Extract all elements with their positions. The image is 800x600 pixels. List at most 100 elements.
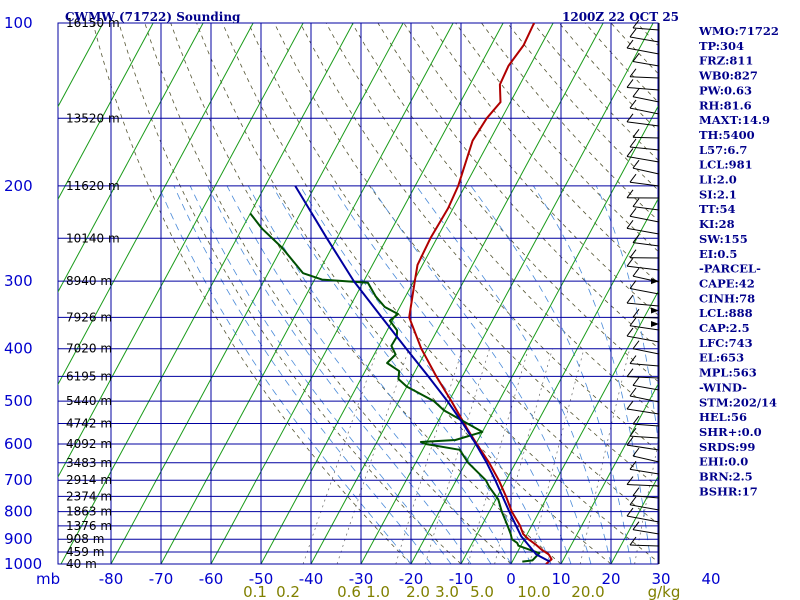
wind-pennant	[651, 278, 659, 285]
index-entry: CAPE:42	[699, 276, 755, 290]
wind-barb-flag	[626, 113, 634, 123]
wind-barb-flag	[626, 294, 634, 304]
isotherm	[560, 383, 658, 564]
wind-barb-flag	[626, 257, 634, 267]
height-label: 4742 m	[66, 417, 112, 431]
moist-adiabat	[470, 185, 632, 564]
index-entry: BRN:2.5	[699, 470, 753, 484]
mixing-ratio-line	[336, 348, 410, 564]
wind-barb	[629, 395, 660, 403]
index-entry: -PARCEL-	[699, 262, 761, 276]
isotherm	[110, 23, 404, 564]
height-label: 7020 m	[66, 342, 112, 356]
wind-barb	[632, 96, 660, 103]
index-entry: HEL:56	[699, 410, 747, 424]
wind-barb-flag	[632, 88, 640, 98]
wind-barb	[632, 455, 660, 463]
isotherm	[58, 23, 254, 386]
index-entry: STM:202/14	[699, 395, 777, 409]
wind-barb	[626, 444, 660, 451]
chart-title: CWMW (71722) Sounding	[65, 10, 241, 24]
height-label: 1863 m	[66, 505, 112, 519]
mixing-ratio-line	[395, 348, 463, 564]
height-label: 11620 m	[66, 179, 120, 193]
pressure-label: 100	[4, 14, 33, 32]
wind-barb-flag	[632, 53, 640, 62]
temperature-tick-label: -10	[449, 570, 474, 588]
index-entry: MPL:563	[699, 366, 757, 380]
height-label: 459 m	[66, 545, 104, 559]
wind-barb	[632, 60, 660, 67]
wind-barbs	[626, 19, 660, 564]
index-entry: SRDS:99	[699, 440, 755, 454]
isotherm	[160, 23, 454, 564]
index-entry: TH:5400	[699, 128, 755, 142]
wind-barb	[626, 47, 660, 55]
wind-barb-flag	[626, 436, 634, 446]
index-entry: EHI:0.0	[699, 455, 748, 469]
isotherm	[310, 23, 604, 564]
wind-barb	[626, 86, 660, 91]
mixing-ratio-line	[579, 348, 631, 564]
wind-barb	[626, 335, 660, 343]
temperature-tick-label: -60	[199, 570, 224, 588]
index-entry: -WIND-	[699, 380, 747, 394]
temperature-tick-label: -40	[299, 570, 324, 588]
wind-barb	[626, 376, 660, 379]
parcel-path-trace	[294, 185, 551, 563]
wind-barb-flag	[626, 400, 634, 410]
mixing-ratio-label: 0.2	[276, 583, 300, 600]
index-entry: SW:155	[699, 232, 748, 246]
chart-background	[57, 22, 659, 565]
wind-barb-flag	[626, 476, 634, 485]
temperature-tick-label: 30	[651, 570, 670, 588]
pressure-label: 900	[4, 530, 33, 548]
wind-barb	[632, 348, 660, 355]
wind-barb	[632, 495, 660, 499]
temperature-tick-label: -20	[399, 570, 424, 588]
index-entry: LFC:743	[699, 336, 753, 350]
wind-barb	[629, 504, 660, 511]
moist-adiabat	[370, 185, 592, 564]
mixing-ratio-label: 3.0	[435, 583, 459, 600]
isotherm	[58, 23, 204, 293]
height-label: 1376 m	[66, 519, 112, 533]
isotherm	[60, 23, 354, 564]
index-entry: TP:304	[699, 39, 744, 53]
temperature-tick-label: 40	[701, 570, 720, 588]
temperature-tick-label: -30	[349, 570, 374, 588]
index-entry: LCL:888	[699, 306, 753, 320]
wind-barb	[626, 484, 660, 487]
wind-barb	[632, 167, 660, 175]
wind-barb-flag	[629, 173, 637, 183]
dry-adiabat	[532, 23, 658, 161]
wind-barb-flag	[626, 220, 634, 229]
wind-barb	[632, 136, 660, 139]
index-entry: EL:653	[699, 351, 744, 365]
wind-barb-flag	[632, 377, 640, 386]
wind-barb	[632, 423, 660, 427]
wind-barb-flag	[629, 355, 637, 364]
index-entry: SI:2.1	[699, 187, 737, 201]
wind-barb-flag	[629, 387, 637, 397]
pressure-label: 800	[4, 503, 33, 521]
index-entry: RH:81.6	[699, 98, 752, 112]
height-label: 2914 m	[66, 473, 112, 487]
index-entry: L57:6.7	[699, 143, 747, 157]
wind-barb-flag	[632, 340, 640, 350]
wind-barb-flag	[632, 521, 640, 530]
wind-barb-flag	[632, 308, 640, 318]
index-entry: LCL:981	[699, 158, 753, 172]
isotherm	[0, 23, 3, 564]
wind-barb-flag	[629, 99, 637, 109]
height-label: 10140 m	[66, 231, 120, 245]
wind-barb	[632, 384, 660, 391]
wind-barb-flag	[632, 267, 640, 277]
wind-barb	[629, 363, 660, 367]
wind-barb-flag	[626, 368, 634, 377]
wind-barb	[629, 76, 660, 79]
plot-area	[0, 23, 658, 564]
index-entry: KI:28	[699, 217, 735, 231]
